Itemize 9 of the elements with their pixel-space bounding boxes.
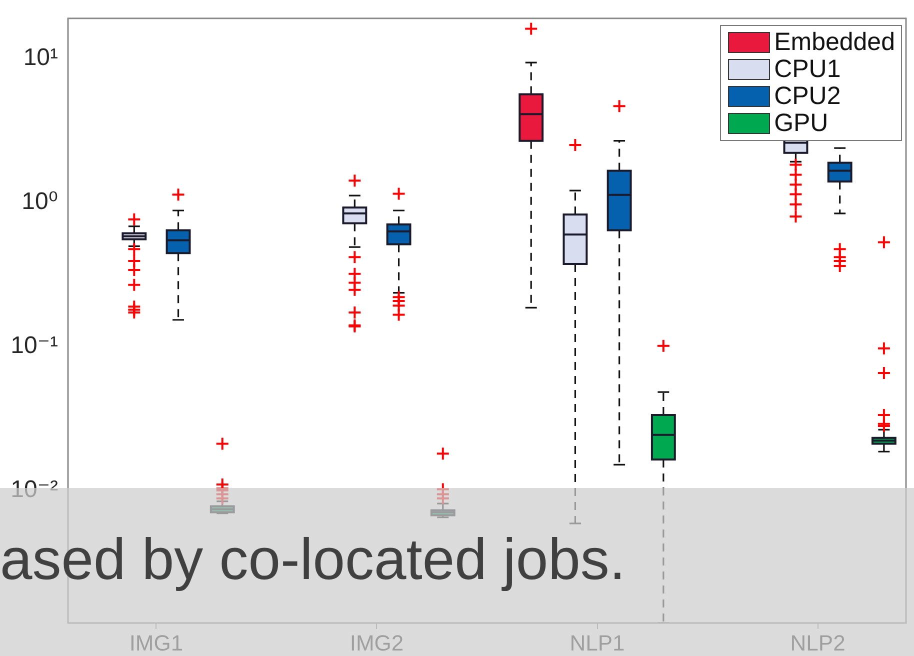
legend-label: GPU [774, 109, 828, 137]
y-tick-label: 10¹ [23, 44, 58, 72]
y-tick-label: 10⁻² [10, 476, 58, 504]
legend-label: CPU1 [774, 55, 841, 83]
annotation: ased by co-located jobs. [0, 527, 626, 592]
y-tick-label: 10⁻¹ [10, 332, 58, 360]
y-tick-label: 10⁰ [22, 188, 58, 216]
legend-label: CPU2 [774, 82, 841, 110]
legend-label: Embedded [774, 28, 895, 56]
